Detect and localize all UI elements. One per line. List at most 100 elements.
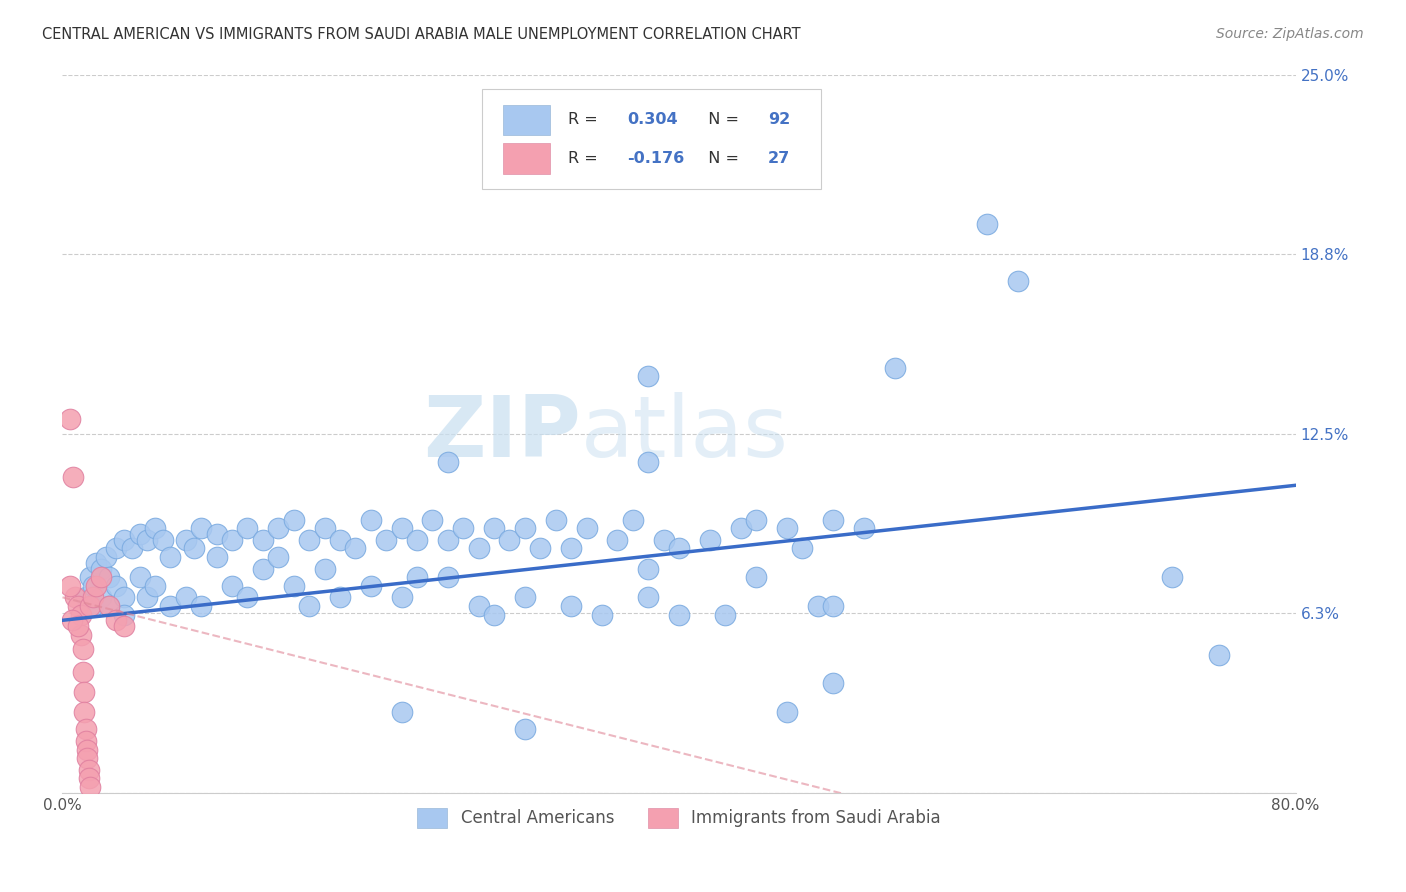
Point (437, 533, 460, 547)
Point (66, 619, 89, 633)
Point (668, 607, 690, 622)
Point (79, 780, 101, 794)
Point (59, 579, 82, 593)
Point (451, 521, 474, 535)
Point (76, 742, 98, 756)
Point (745, 513, 768, 527)
Point (252, 561, 274, 575)
Point (72, 665, 94, 679)
Point (375, 533, 398, 547)
Point (406, 533, 429, 547)
Point (823, 513, 845, 527)
Point (730, 521, 752, 535)
Point (112, 619, 135, 633)
Point (159, 550, 181, 565)
Point (143, 579, 166, 593)
Point (792, 541, 814, 556)
Text: CENTRAL AMERICAN VS IMMIGRANTS FROM SAUDI ARABIA MALE UNEMPLOYMENT CORRELATION C: CENTRAL AMERICAN VS IMMIGRANTS FROM SAUD… (42, 27, 801, 42)
Point (391, 705, 413, 719)
Point (79, 599, 101, 613)
Point (298, 533, 321, 547)
Point (360, 513, 382, 527)
Text: 27: 27 (768, 151, 790, 166)
Point (112, 533, 135, 547)
Point (498, 533, 520, 547)
Text: -0.176: -0.176 (627, 151, 685, 166)
Point (823, 676, 845, 690)
Point (174, 533, 197, 547)
Point (62, 469, 84, 483)
Point (73, 705, 96, 719)
Point (190, 599, 212, 613)
Point (529, 541, 551, 556)
Point (75, 734, 97, 748)
Point (236, 521, 259, 535)
Point (637, 455, 659, 469)
Point (406, 570, 429, 584)
Text: N =: N = (697, 151, 744, 166)
Point (143, 521, 166, 535)
Point (1208, 648, 1230, 662)
Text: R =: R = (568, 112, 603, 128)
Point (467, 541, 489, 556)
Point (437, 455, 460, 469)
Point (76, 751, 98, 765)
Point (482, 521, 505, 535)
Point (467, 599, 489, 613)
Point (136, 533, 159, 547)
FancyBboxPatch shape (482, 89, 821, 189)
Point (73, 685, 96, 699)
Point (66, 599, 89, 613)
Point (883, 360, 905, 375)
Point (236, 591, 259, 605)
Point (70, 607, 93, 622)
Point (174, 591, 197, 605)
Point (183, 541, 205, 556)
Point (544, 513, 567, 527)
Point (298, 599, 321, 613)
Point (823, 599, 845, 613)
Point (329, 591, 352, 605)
Point (283, 579, 305, 593)
Point (976, 217, 998, 231)
Text: ZIP: ZIP (423, 392, 581, 475)
Point (513, 723, 536, 737)
Text: R =: R = (568, 151, 603, 166)
Point (267, 550, 290, 565)
Point (128, 527, 150, 541)
FancyBboxPatch shape (503, 144, 550, 174)
Point (422, 513, 444, 527)
Legend: Central Americans, Immigrants from Saudi Arabia: Central Americans, Immigrants from Saudi… (411, 801, 948, 835)
Point (97, 599, 120, 613)
Text: Source: ZipAtlas.com: Source: ZipAtlas.com (1216, 27, 1364, 41)
Text: N =: N = (697, 112, 744, 128)
Point (152, 533, 174, 547)
Point (776, 521, 799, 535)
Point (560, 541, 582, 556)
Text: 92: 92 (768, 112, 790, 128)
Point (652, 533, 675, 547)
Point (60, 613, 83, 627)
Point (77, 772, 100, 786)
Point (77, 763, 100, 777)
Point (82, 579, 104, 593)
Point (82, 591, 104, 605)
Point (105, 541, 128, 556)
Point (1161, 570, 1184, 584)
Point (75, 591, 97, 605)
Point (82, 599, 104, 613)
Point (853, 521, 876, 535)
Point (159, 599, 181, 613)
Point (112, 607, 135, 622)
Point (637, 591, 659, 605)
Point (90, 561, 112, 575)
Text: 0.304: 0.304 (627, 112, 678, 128)
Point (314, 561, 336, 575)
Point (482, 607, 505, 622)
Point (283, 513, 305, 527)
Point (72, 642, 94, 657)
Point (136, 591, 159, 605)
Point (79, 570, 101, 584)
Point (128, 570, 150, 584)
Point (112, 591, 135, 605)
